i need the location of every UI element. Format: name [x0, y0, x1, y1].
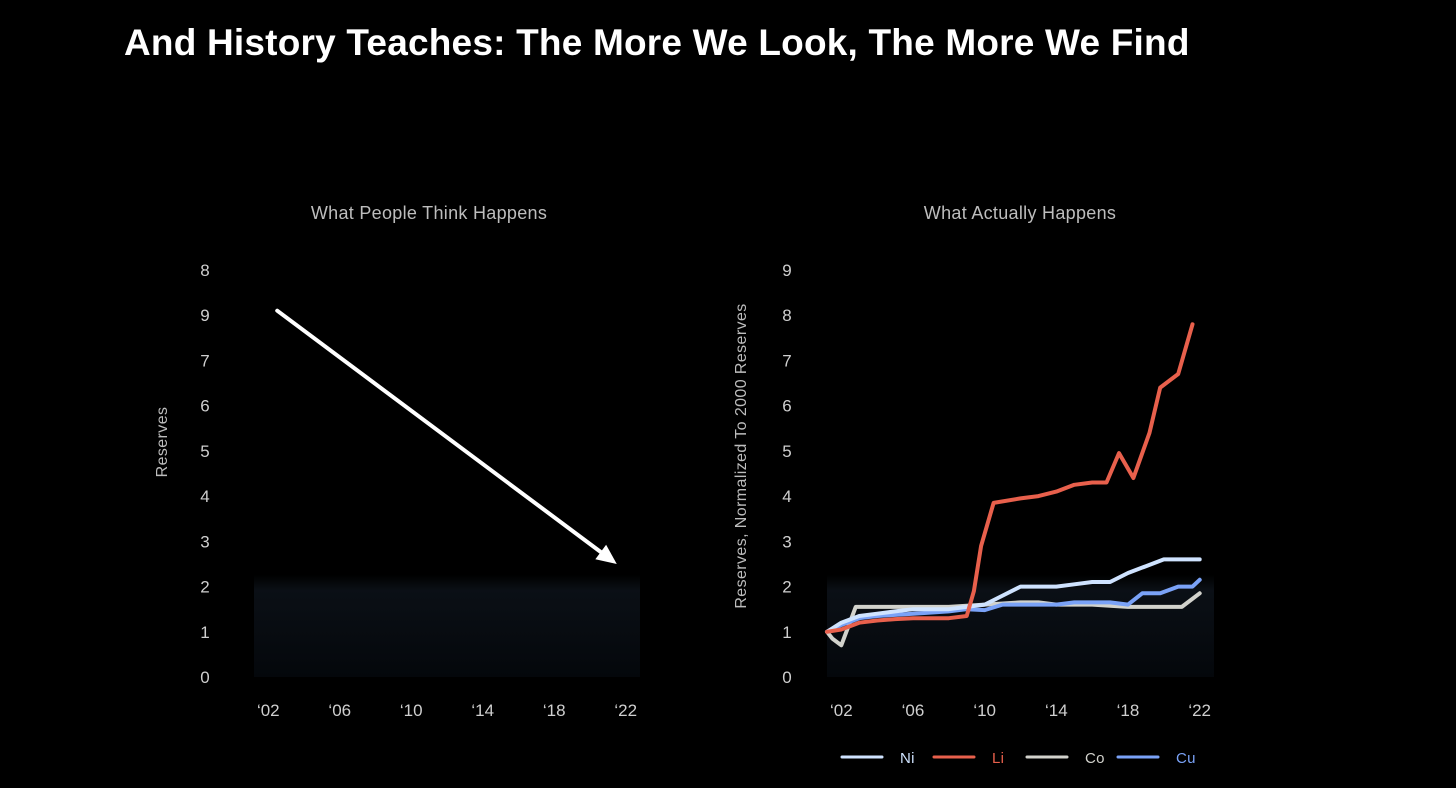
y-tick-label: 5	[782, 442, 791, 461]
y-tick-label: 8	[200, 261, 209, 280]
series-line-cu	[825, 577, 1202, 634]
x-tick-label: ‘02	[830, 701, 853, 720]
legend-label: Cu	[1176, 750, 1196, 767]
plot-area	[827, 575, 1214, 677]
legend-label: Co	[1085, 750, 1105, 767]
y-tick-label: 5	[200, 442, 209, 461]
x-tick-label: ‘22	[1188, 701, 1211, 720]
y-tick-label: 4	[200, 487, 209, 506]
x-tick-label: ‘06	[902, 701, 925, 720]
left-y-axis-label: Reserves	[154, 407, 171, 478]
series-line-ni	[825, 557, 1202, 634]
declining-arrow-shaft	[275, 308, 603, 554]
y-tick-label: 3	[782, 532, 791, 551]
y-tick-label: 7	[782, 351, 791, 370]
plot-area	[254, 575, 640, 677]
y-tick-label: 2	[782, 578, 791, 597]
x-tick-label: ‘18	[543, 701, 566, 720]
y-tick-label: 1	[200, 623, 209, 642]
left-x-ticks: ‘02 ‘06 ‘10 ‘14 ‘18 ‘22	[257, 701, 637, 720]
y-tick-label: 2	[200, 578, 209, 597]
y-tick-label: 3	[200, 532, 209, 551]
right-plot-background	[827, 575, 1214, 677]
right-y-ticks: 0 1 2 3 4 5 6 7 8 9	[782, 261, 791, 687]
y-tick-label: 1	[782, 623, 791, 642]
y-tick-label: 8	[782, 306, 791, 325]
series-line-li	[825, 322, 1195, 634]
right-chart-title: What Actually Happens	[924, 203, 1116, 223]
slide-title: And History Teaches: The More We Look, T…	[124, 22, 1190, 63]
y-tick-label: 4	[782, 487, 791, 506]
right-chart-legend: Ni Li Co Cu	[840, 750, 1196, 767]
x-tick-label: ‘14	[471, 701, 494, 720]
y-tick-label: 9	[782, 261, 791, 280]
y-tick-label: 0	[782, 668, 791, 687]
legend-label: Ni	[900, 750, 915, 767]
x-tick-label: ‘10	[973, 701, 996, 720]
left-chart-title: What People Think Happens	[311, 203, 547, 223]
y-tick-label: 0	[200, 668, 209, 687]
right-x-ticks: ‘02 ‘06 ‘10 ‘14 ‘18 ‘22	[830, 701, 1211, 720]
y-tick-label: 9	[200, 306, 209, 325]
left-plot-background	[254, 575, 640, 677]
legend-item-co: Co	[1025, 750, 1105, 767]
y-tick-label: 7	[200, 351, 209, 370]
legend-item-ni: Ni	[840, 750, 915, 767]
legend-item-cu: Cu	[1116, 750, 1196, 767]
x-tick-label: ‘06	[328, 701, 351, 720]
x-tick-label: ‘10	[400, 701, 423, 720]
x-tick-label: ‘02	[257, 701, 280, 720]
y-tick-label: 6	[782, 397, 791, 416]
left-chart-marks	[275, 308, 617, 564]
x-tick-label: ‘18	[1117, 701, 1140, 720]
right-chart-series	[825, 322, 1202, 648]
left-y-ticks: 0 1 2 3 4 5 6 7 8 9	[200, 261, 209, 687]
declining-arrow-head	[595, 544, 617, 564]
legend-item-li: Li	[932, 750, 1004, 767]
y-tick-label: 6	[200, 397, 209, 416]
right-y-axis-label: Reserves, Normalized To 2000 Reserves	[733, 303, 750, 608]
x-tick-label: ‘22	[614, 701, 637, 720]
legend-label: Li	[992, 750, 1004, 767]
x-tick-label: ‘14	[1045, 701, 1068, 720]
